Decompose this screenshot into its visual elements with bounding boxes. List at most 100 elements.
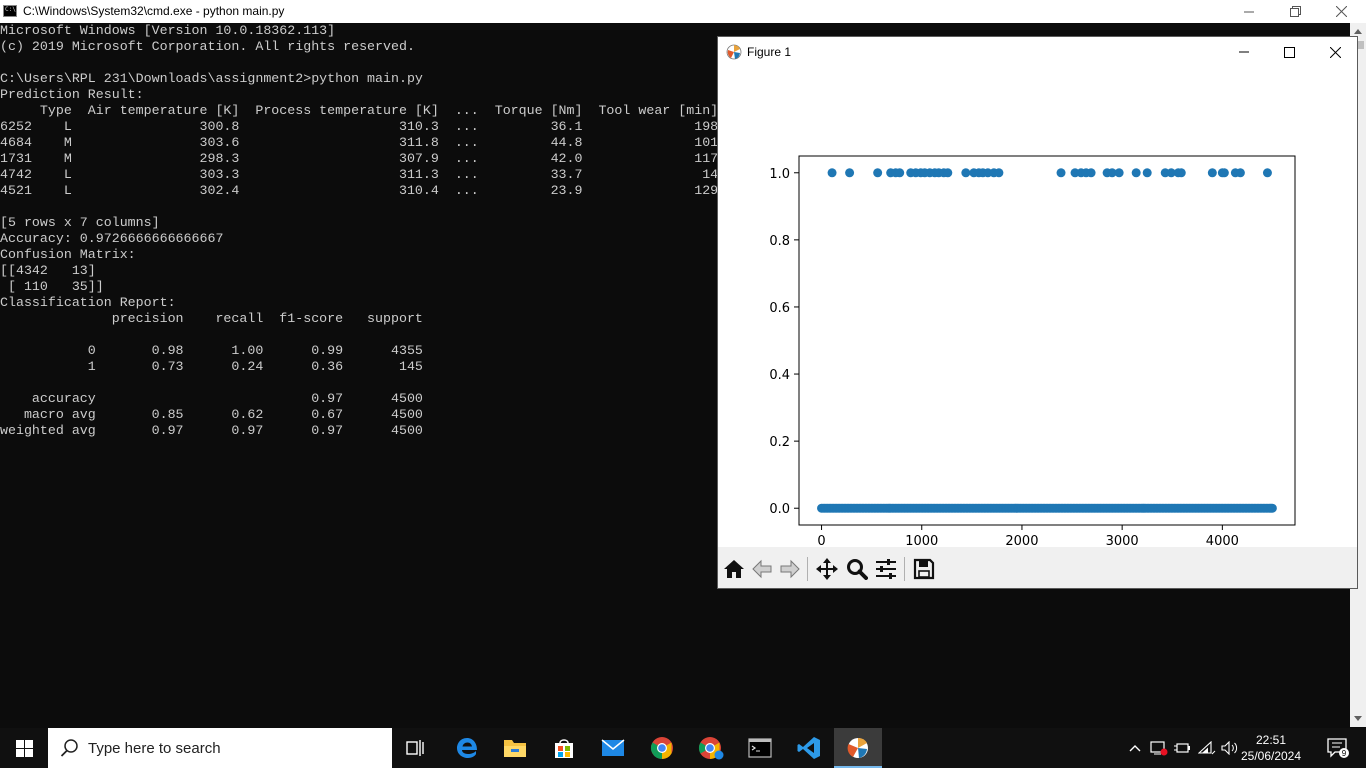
figure-toolbar xyxy=(718,547,1357,588)
store-icon xyxy=(555,739,573,758)
cmd-titlebar[interactable]: C:\Windows\System32\cmd.exe - python mai… xyxy=(0,0,1366,23)
console-line: Accuracy: 0.9726666666666667 xyxy=(0,231,224,246)
axes-frame xyxy=(798,155,1296,526)
back-icon xyxy=(752,559,772,579)
mail-button[interactable] xyxy=(589,728,637,768)
tray-volume-button[interactable] xyxy=(1218,728,1242,768)
console-line: 1731 M 298.3 307.9 ... 42.0 117 xyxy=(0,151,719,166)
chevron-up-icon xyxy=(1129,745,1141,752)
console-line: [ 110 35]] xyxy=(0,279,104,294)
vscode-icon xyxy=(797,737,820,759)
edge-icon xyxy=(457,738,477,758)
chrome-icon xyxy=(651,737,673,759)
console-line: precision recall f1-score support xyxy=(0,311,423,326)
x-axis-ticks: 0 1000 2000 3000 4000 xyxy=(817,525,1239,549)
scatter-chart: 0 1000 2000 3000 4000 0.0 0.2 0.4 0.6 0.8 1.0 xyxy=(769,155,1296,549)
close-icon xyxy=(1329,46,1341,58)
back-button[interactable] xyxy=(749,556,775,582)
figure-titlebar[interactable]: Figure 1 xyxy=(718,37,1357,67)
console-line: 0 0.98 1.00 0.99 4355 xyxy=(0,343,423,358)
figure-close-button[interactable] xyxy=(1312,37,1358,67)
console-line: weighted avg 0.97 0.97 0.97 4500 xyxy=(0,423,423,438)
notification-count: 9 xyxy=(1342,749,1347,758)
cmd-icon xyxy=(748,738,772,758)
tray-security-button[interactable] xyxy=(1147,728,1171,768)
console-line: accuracy 0.97 4500 xyxy=(0,391,423,406)
task-view-button[interactable] xyxy=(392,728,440,768)
matplotlib-figure-window[interactable]: Figure 1 0 1000 2000 3000 4000 0.0 0.2 0.4 0.6 0… xyxy=(717,36,1358,589)
close-icon xyxy=(1335,6,1347,17)
save-icon xyxy=(913,558,935,580)
action-center-button[interactable]: 9 xyxy=(1318,728,1358,768)
figure-minimize-button[interactable] xyxy=(1221,37,1267,67)
console-line: Prediction Result: xyxy=(0,87,144,102)
toolbar-separator xyxy=(807,557,808,581)
minimize-icon xyxy=(1244,11,1254,12)
x-tick-label: 1000 xyxy=(905,534,938,547)
scatter-point-class-1 xyxy=(873,168,883,178)
scatter-point-class-0 xyxy=(1267,503,1277,513)
cmd-minimize-button[interactable] xyxy=(1226,0,1272,23)
y-tick-label: 1.0 xyxy=(769,167,790,182)
cmd-window-title: C:\Windows\System32\cmd.exe - python mai… xyxy=(23,4,285,18)
scroll-down-icon[interactable] xyxy=(1354,716,1362,721)
forward-button[interactable] xyxy=(777,556,803,582)
data-points xyxy=(817,168,1277,513)
cmd-close-button[interactable] xyxy=(1318,0,1364,23)
windows-logo-icon xyxy=(15,739,33,757)
vscode-button[interactable] xyxy=(785,728,833,768)
scatter-point-class-1 xyxy=(961,168,971,178)
search-placeholder: Type here to search xyxy=(88,740,221,757)
y-tick-label: 0.8 xyxy=(769,234,790,249)
scatter-point-class-1 xyxy=(895,168,905,178)
console-line: C:\Users\RPL 231\Downloads\assignment2>p… xyxy=(0,71,423,86)
console-line: (c) 2019 Microsoft Corporation. All righ… xyxy=(0,39,415,54)
tray-battery-button[interactable] xyxy=(1171,728,1193,768)
cmd-taskbar-button[interactable] xyxy=(736,728,784,768)
scatter-point-class-1 xyxy=(845,168,855,178)
console-line: 6252 L 300.8 310.3 ... 36.1 198 xyxy=(0,119,719,134)
save-button[interactable] xyxy=(911,556,937,582)
scroll-thumb[interactable] xyxy=(1352,41,1364,49)
scatter-point-class-1 xyxy=(1262,168,1272,178)
start-button[interactable] xyxy=(0,728,48,768)
figure-canvas[interactable]: 0 1000 2000 3000 4000 0.0 0.2 0.4 0.6 0.8 1.0 xyxy=(718,67,1357,549)
scatter-point-class-1 xyxy=(1086,168,1096,178)
zoom-icon xyxy=(847,559,868,580)
store-button[interactable] xyxy=(540,728,588,768)
wifi-icon xyxy=(1198,741,1216,755)
clock-date: 25/06/2024 xyxy=(1240,749,1302,763)
taskbar-clock[interactable]: 22:51 25/06/2024 xyxy=(1236,732,1306,764)
console-output: Microsoft Windows [Version 10.0.18362.11… xyxy=(0,23,718,439)
console-line: macro avg 0.85 0.62 0.67 4500 xyxy=(0,407,423,422)
chrome-profile-button[interactable] xyxy=(687,728,735,768)
y-axis-ticks: 0.0 0.2 0.4 0.6 0.8 1.0 xyxy=(769,167,799,517)
edge-button[interactable] xyxy=(443,728,491,768)
zoom-button[interactable] xyxy=(844,556,870,582)
configure-subplots-button[interactable] xyxy=(873,556,899,582)
file-explorer-button[interactable] xyxy=(491,728,539,768)
clock-time: 22:51 xyxy=(1255,733,1287,747)
pan-button[interactable] xyxy=(814,556,840,582)
tray-overflow-button[interactable] xyxy=(1124,728,1146,768)
scatter-point-class-1 xyxy=(1176,168,1186,178)
scatter-point-class-1 xyxy=(1107,168,1117,178)
home-button[interactable] xyxy=(721,556,747,582)
figure-maximize-button[interactable] xyxy=(1266,37,1312,67)
scroll-up-icon[interactable] xyxy=(1354,29,1362,34)
y-tick-label: 0.2 xyxy=(769,435,790,450)
chrome-button[interactable] xyxy=(638,728,686,768)
chrome-profile-icon xyxy=(699,737,724,760)
scatter-point-class-1 xyxy=(1056,168,1066,178)
scatter-point-class-1 xyxy=(1207,168,1217,178)
taskbar-search-box[interactable]: Type here to search xyxy=(48,728,392,768)
console-line: Classification Report: xyxy=(0,295,176,310)
mail-icon xyxy=(601,739,625,756)
cmd-restore-button[interactable] xyxy=(1272,0,1318,23)
matplotlib-figure-taskbar-button[interactable] xyxy=(834,728,882,768)
scatter-point-class-1 xyxy=(1131,168,1141,178)
scatter-point-class-1 xyxy=(994,168,1004,178)
x-tick-label: 3000 xyxy=(1106,534,1139,547)
tray-network-button[interactable] xyxy=(1195,728,1219,768)
console-line: [5 rows x 7 columns] xyxy=(0,215,160,230)
